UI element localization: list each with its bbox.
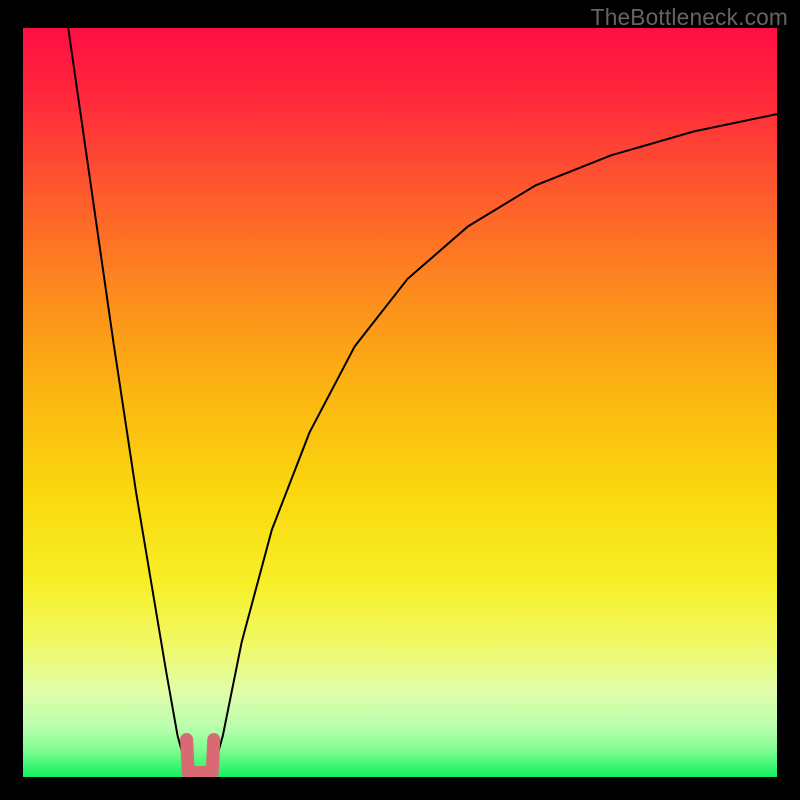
- bottleneck-curve-right: [214, 114, 777, 768]
- watermark-text: TheBottleneck.com: [591, 4, 788, 31]
- chart-frame: [0, 0, 800, 800]
- optimal-marker: [187, 740, 214, 773]
- curve-layer: [23, 28, 777, 777]
- plot-area: [23, 28, 777, 777]
- bottleneck-curve-left: [68, 28, 186, 768]
